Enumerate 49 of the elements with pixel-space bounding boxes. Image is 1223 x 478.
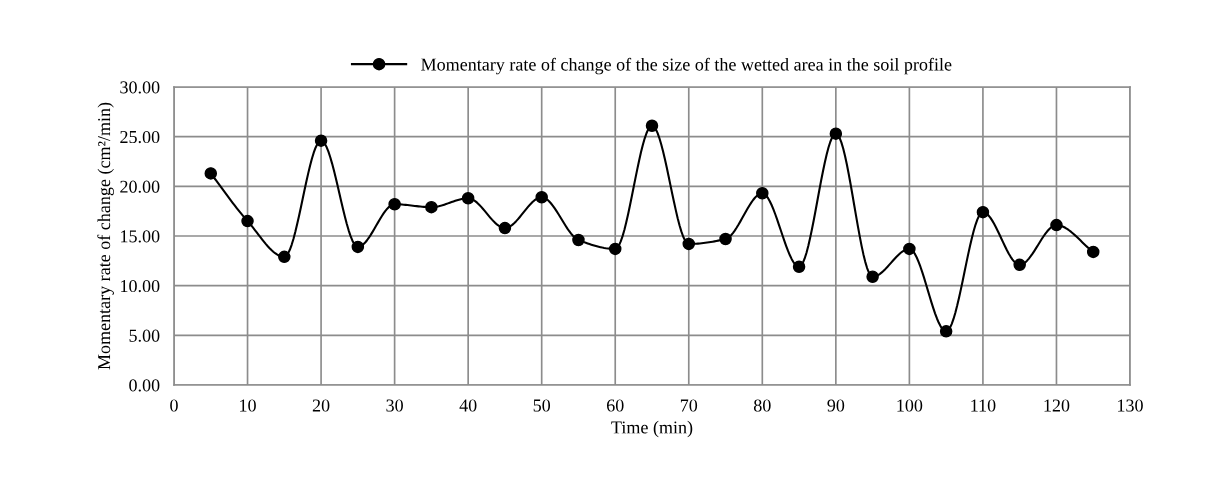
point bbox=[351, 240, 365, 254]
x-tick-label: 60 bbox=[606, 399, 624, 412]
y-tick-label: 25.00 bbox=[120, 130, 160, 144]
point bbox=[608, 242, 622, 256]
x-tick-label: 100 bbox=[897, 399, 923, 412]
point bbox=[829, 127, 843, 140]
point bbox=[535, 191, 548, 204]
x-tick-label: 40 bbox=[459, 399, 477, 412]
y-tick-label: 30.00 bbox=[120, 81, 160, 94]
point bbox=[976, 205, 990, 219]
x-tick-label: 80 bbox=[753, 399, 771, 412]
x-tick-label: 70 bbox=[680, 399, 698, 412]
y-tick-label: 10.00 bbox=[121, 279, 160, 293]
point bbox=[388, 197, 401, 211]
x-tick-label: 20 bbox=[312, 399, 330, 412]
point bbox=[1013, 258, 1026, 272]
point bbox=[866, 270, 879, 283]
point bbox=[1086, 245, 1100, 259]
legend-label: Momentary rate of change of the size of the wetted area in the soil profile bbox=[421, 57, 952, 75]
point bbox=[939, 325, 953, 338]
x-tick-label: 30 bbox=[386, 399, 403, 412]
point bbox=[572, 233, 585, 247]
point bbox=[204, 167, 218, 180]
y-tick-label: 15.00 bbox=[121, 230, 160, 243]
x-tick-label: 50 bbox=[533, 399, 551, 412]
x-axis-title: Time (min) bbox=[611, 420, 693, 438]
point bbox=[719, 232, 732, 246]
point bbox=[1050, 218, 1063, 232]
x-tick-label: 110 bbox=[971, 399, 996, 412]
point bbox=[682, 237, 696, 251]
y-tick-label: 5.00 bbox=[129, 329, 160, 342]
point bbox=[241, 214, 254, 228]
y-axis-title: Momentary rate of change (cm²/min) bbox=[97, 102, 114, 370]
point bbox=[314, 134, 328, 147]
x-tick-label: 10 bbox=[240, 399, 256, 412]
y-tick-label: 0.00 bbox=[129, 379, 160, 392]
x-tick-label: 0 bbox=[170, 399, 178, 412]
point bbox=[792, 260, 806, 274]
x-tick-label: 90 bbox=[827, 399, 845, 412]
x-tick-label: 120 bbox=[1044, 399, 1070, 412]
point bbox=[903, 242, 916, 256]
point bbox=[756, 187, 769, 200]
point bbox=[498, 221, 512, 235]
point bbox=[461, 192, 475, 205]
point bbox=[278, 250, 291, 264]
x-tick-label: 130 bbox=[1118, 399, 1143, 412]
point bbox=[425, 200, 438, 214]
point bbox=[645, 119, 659, 132]
y-tick-label: 20.00 bbox=[120, 180, 160, 193]
